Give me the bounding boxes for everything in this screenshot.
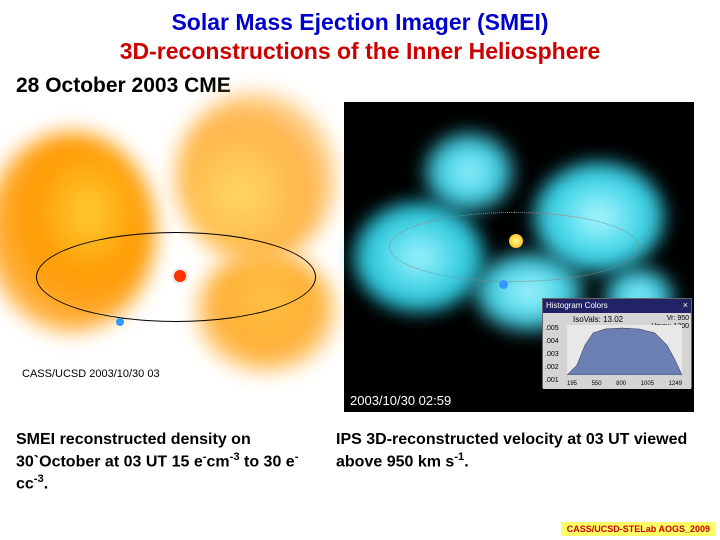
figure-row: CASS/UCSD 2003/10/30 03 2003/10/30 02:59…	[0, 102, 720, 412]
velocity-panel: 2003/10/30 02:59 Histogram Colors × IsoV…	[344, 102, 694, 412]
ytick: .001	[545, 377, 559, 384]
cap-text: .	[44, 475, 48, 492]
velocity-blob	[424, 132, 514, 212]
title-line1: Solar Mass Ejection Imager (SMEI)	[171, 9, 548, 35]
cap-sup: -	[295, 451, 299, 463]
cap-text: to 30 e	[240, 453, 295, 470]
cap-sup: -3	[230, 451, 240, 463]
cap-text: cc	[16, 475, 34, 492]
ytick: .004	[545, 338, 559, 345]
inset-titlebar: Histogram Colors ×	[543, 299, 691, 313]
earth-marker	[116, 318, 124, 326]
density-caption: SMEI reconstructed density on 30`October…	[16, 430, 316, 495]
cap-sup: -1	[454, 451, 464, 463]
panel-timestamp: 2003/10/30 02:59	[350, 393, 451, 408]
event-subtitle: 28 October 2003 CME	[16, 74, 720, 98]
inset-plot-area	[567, 325, 682, 375]
cap-text: cm	[206, 453, 229, 470]
inset-vr: Vr: 950	[652, 315, 689, 323]
inset-window-title: Histogram Colors	[546, 301, 608, 310]
histogram-curve	[567, 325, 682, 375]
inset-body: IsoVals: 13.02 Vr: 950 Vmax: 1300 .005 .…	[543, 313, 691, 389]
density-panel: CASS/UCSD 2003/10/30 03	[16, 102, 336, 412]
xtick: 550	[592, 381, 602, 387]
ytick: .002	[545, 364, 559, 371]
close-icon[interactable]: ×	[683, 301, 688, 310]
ytick: .005	[545, 325, 559, 332]
slide-title: Solar Mass Ejection Imager (SMEI) 3D-rec…	[0, 0, 720, 66]
panel-attribution: CASS/UCSD 2003/10/30 03	[22, 368, 160, 380]
ytick: .003	[545, 351, 559, 358]
xtick: 1005	[641, 381, 654, 387]
caption-row: SMEI reconstructed density on 30`October…	[0, 412, 720, 495]
cap-text: IPS 3D-reconstructed velocity at 03 UT v…	[336, 431, 687, 470]
inset-x-axis: 195 550 800 1005 1249	[567, 381, 682, 387]
velocity-caption: IPS 3D-reconstructed velocity at 03 UT v…	[336, 430, 696, 472]
slide-footer: CASS/UCSD-STELab AOGS_2009	[561, 522, 716, 536]
title-line2: 3D-reconstructions of the Inner Heliosph…	[120, 38, 601, 64]
sun-marker	[509, 234, 523, 248]
cap-text: .	[464, 453, 468, 470]
xtick: 800	[616, 381, 626, 387]
histogram-inset: Histogram Colors × IsoVals: 13.02 Vr: 95…	[542, 298, 692, 388]
inset-y-axis: .005 .004 .003 .002 .001	[545, 325, 559, 384]
inset-isovals-label: IsoVals: 13.02	[573, 315, 623, 324]
xtick: 1249	[669, 381, 682, 387]
earth-marker	[499, 280, 508, 289]
xtick: 195	[567, 381, 577, 387]
cap-sup: -3	[34, 473, 44, 485]
sun-marker	[174, 270, 186, 282]
